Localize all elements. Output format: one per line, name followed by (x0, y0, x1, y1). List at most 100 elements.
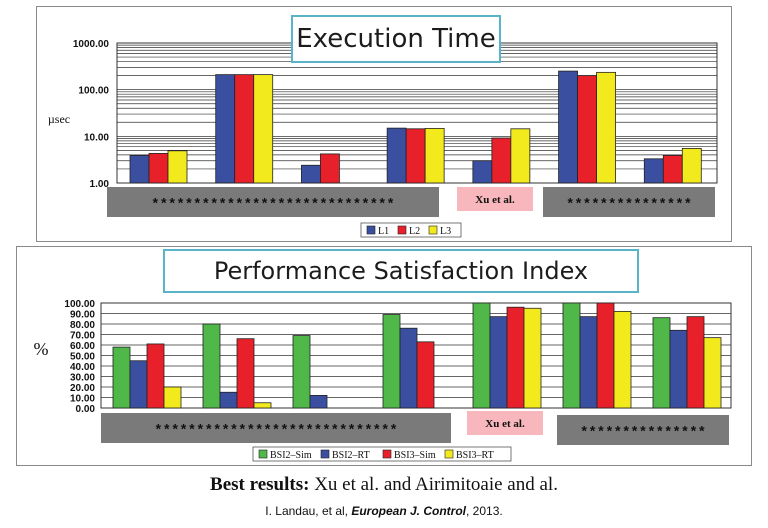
grey-band-left (101, 413, 451, 443)
bar (579, 316, 598, 409)
chart-title: Performance Satisfaction Index (163, 249, 639, 293)
performance-panel: Performance Satisfaction Index 0.00 10.00… (16, 246, 752, 466)
citation: I. Landau, et al, European J. Control, 2… (0, 504, 768, 518)
xu-band (457, 187, 533, 211)
bar (562, 302, 581, 409)
execution-time-chart: 1.00 10.00 100.00 1000.00 µsec **************… (48, 39, 718, 238)
bar (596, 302, 615, 409)
group-label-left: ***************************** (151, 197, 395, 213)
legend-swatch (444, 449, 454, 459)
y-tick-label: 50.00 (70, 352, 95, 363)
bar (234, 74, 255, 184)
bar (703, 337, 722, 409)
grey-band-right (543, 187, 715, 217)
citation-year: , 2013. (466, 504, 503, 518)
y-tick-label: 90.00 (70, 310, 95, 321)
bar (506, 306, 525, 409)
y-tick-label: 80.00 (70, 320, 95, 331)
bar (405, 128, 426, 184)
bar (301, 164, 321, 184)
chart-title: Execution Time (291, 15, 501, 63)
bar (202, 323, 221, 409)
y-tick-label: 30.00 (70, 373, 95, 384)
y-tick-label: 10.00 (70, 394, 95, 405)
bar (167, 150, 188, 184)
bar (558, 70, 578, 184)
bar (669, 329, 688, 409)
y-tick-label: 100.00 (64, 299, 95, 310)
bar (146, 343, 165, 409)
bar (163, 386, 182, 409)
best-results-text: Xu et al. and Airimitoaie and al. (309, 474, 558, 495)
legend-label: L2 (409, 226, 420, 237)
bar (510, 128, 531, 184)
bar (386, 127, 407, 184)
legend-swatch (397, 225, 407, 235)
grey-band-right (557, 415, 729, 445)
bar (596, 71, 616, 184)
legend-swatch (320, 449, 330, 459)
bar (613, 311, 632, 409)
y-tick-label: 1.00 (90, 179, 110, 190)
legend-swatch (366, 225, 376, 235)
bar (491, 137, 512, 184)
legend-label: BSI2–Sim (270, 450, 312, 461)
bar (472, 160, 493, 184)
bar (681, 148, 702, 184)
legend-label: BSI2–RT (332, 450, 370, 461)
bar (577, 75, 597, 184)
legend-label: L3 (440, 226, 451, 237)
xu-band (467, 411, 543, 435)
bar (489, 316, 508, 409)
group-label-right: *************** (580, 425, 706, 441)
y-tick-label: 1000.00 (73, 39, 110, 50)
bar (148, 153, 169, 184)
y-axis-label: % (34, 339, 49, 359)
y-tick-label: 20.00 (70, 383, 95, 394)
citation-journal: European J. Control (351, 504, 467, 518)
bar (382, 314, 401, 409)
group-label-right: *************** (566, 197, 692, 213)
y-axis-label: µsec (48, 112, 70, 126)
y-tick-label: 70.00 (70, 331, 95, 342)
bar (472, 302, 491, 409)
legend-label: BSI3–Sim (394, 450, 436, 461)
bar (643, 158, 664, 184)
xu-label: Xu et al. (475, 194, 515, 206)
y-tick-label: 60.00 (70, 341, 95, 352)
bar (416, 341, 435, 409)
bar (253, 74, 274, 184)
bar (129, 155, 150, 184)
group-label-left: ***************************** (154, 423, 398, 439)
bar (129, 360, 148, 409)
y-tick-label: 0.00 (76, 404, 96, 415)
bar (309, 394, 328, 409)
grey-band-left (107, 187, 439, 217)
y-tick-label: 10.00 (84, 132, 109, 143)
best-results-caption: Best results: Xu et al. and Airimitoaie … (0, 474, 768, 496)
bar (253, 402, 272, 409)
y-tick-label: 100.00 (78, 86, 109, 97)
bar (686, 316, 705, 409)
bar (236, 338, 255, 409)
bar (424, 127, 445, 184)
bar (112, 346, 131, 409)
legend-swatch (428, 225, 438, 235)
legend-swatch (382, 449, 392, 459)
bar (219, 391, 238, 409)
bar (523, 307, 542, 409)
xu-label: Xu et al. (485, 418, 525, 430)
best-results-label: Best results: (210, 474, 310, 495)
bar (399, 327, 418, 409)
y-tick-label: 40.00 (70, 362, 95, 373)
performance-chart: 0.0010.0020.0030.0040.0050.0060.0070.008… (34, 299, 732, 462)
legend-label: L1 (378, 226, 389, 237)
execution-time-panel: Execution Time 1.00 10.00 100.00 1000.00 µse… (36, 6, 732, 242)
bar (320, 153, 340, 184)
legend-label: BSI3–RT (456, 450, 494, 461)
bar (215, 74, 236, 184)
citation-authors: I. Landau, et al, (265, 504, 352, 518)
bar (292, 335, 311, 409)
legend-swatch (258, 449, 268, 459)
bar (662, 155, 683, 184)
